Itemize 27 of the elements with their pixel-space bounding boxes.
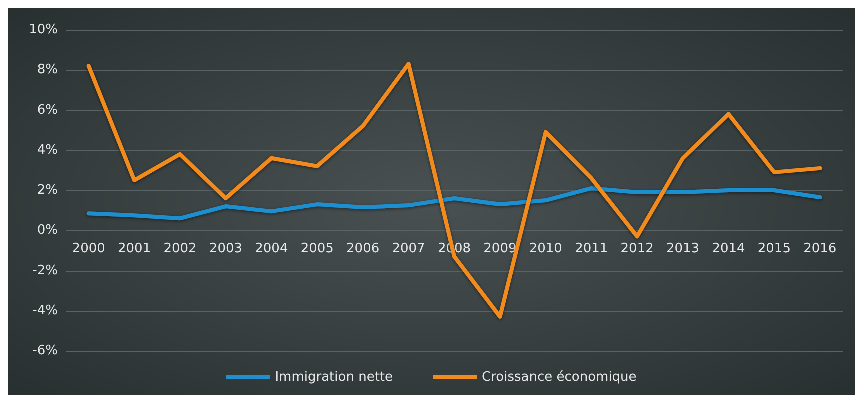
x-tick-label: 2001 xyxy=(118,242,152,257)
x-tick-label: 2014 xyxy=(712,242,746,257)
y-tick-label: 4% xyxy=(37,142,58,158)
y-tick-label: 2% xyxy=(37,183,58,198)
x-tick-label: 2007 xyxy=(392,242,426,257)
y-tick-label: -6% xyxy=(32,344,58,358)
legend-label: Croissance économique xyxy=(482,370,637,385)
line-series xyxy=(86,186,822,221)
x-tick-label: 2010 xyxy=(529,242,562,257)
x-tick-label: 2002 xyxy=(164,242,197,257)
x-tick-label: 2000 xyxy=(72,242,106,257)
x-tick-label: 2006 xyxy=(346,242,380,257)
x-tick-label: 2012 xyxy=(620,242,654,257)
y-tick-label: 10% xyxy=(29,22,58,38)
x-tick-label: 2005 xyxy=(300,242,334,257)
x-tick-label: 2016 xyxy=(804,242,837,257)
x-tick-label: 2015 xyxy=(758,242,791,257)
y-tick-label: 0% xyxy=(37,223,58,238)
x-tick-label: 2004 xyxy=(255,242,288,257)
y-tick-label: 6% xyxy=(37,102,58,118)
legend-label: Immigration nette xyxy=(275,370,394,385)
y-tick-label: 8% xyxy=(37,62,58,78)
y-tick-label: -4% xyxy=(32,303,58,318)
x-tick-label: 2003 xyxy=(209,242,243,257)
y-tick-label: -2% xyxy=(32,263,58,278)
x-tick-label: 2011 xyxy=(575,242,608,257)
x-tick-label: 2013 xyxy=(666,242,700,257)
